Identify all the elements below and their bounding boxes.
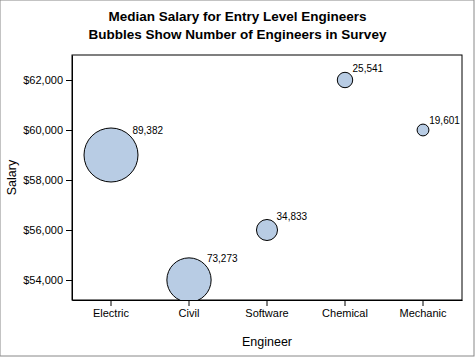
y-axis-title: Salary [5,159,19,195]
title: Median Salary for Entry Level Engineers [108,9,366,24]
y-tick-mark [66,280,72,281]
outer-border [0,0,474,356]
y-tick: $58,000 [23,174,72,186]
x-tick-label: Software [245,307,288,319]
y-tick: $54,000 [23,274,72,286]
x-axis: Electric Civil Software Chemical Mechanic [73,300,463,319]
x-tick-mark [267,300,268,306]
x-tick-mark [111,300,112,306]
y-tick: $62,000 [23,74,72,86]
x-tick-label: Civil [179,307,200,319]
chart: Median Salary for Entry Level Engineers B… [0,0,475,357]
x-tick-mark [423,300,424,306]
y-tick-label: $56,000 [23,224,63,236]
y-tick-label: $62,000 [23,74,63,86]
y-tick-mark [66,130,72,131]
x-tick-mark [345,300,346,306]
y-tick-mark [66,80,72,81]
y-axis: $54,000 $56,000 $58,000 $60,000 $62,000 [23,56,72,301]
bubble [417,124,429,136]
y-tick-label: $58,000 [23,174,63,186]
x-tick-label: Mechanic [399,307,447,319]
bubble-label: 19,601 [429,115,460,126]
y-tick-label: $54,000 [23,274,63,286]
x-tick: Electric [93,300,130,319]
x-axis-title: Engineer [242,335,292,349]
bubble-label: 73,273 [207,253,238,264]
y-tick-mark [66,180,72,181]
x-tick: Mechanic [399,300,447,319]
y-axis-line [72,56,73,301]
bubble [84,128,138,182]
y-tick-mark [66,230,72,231]
x-tick-label: Electric [93,307,130,319]
plot: $54,000 $56,000 $58,000 $60,000 $62,000 Elect… [23,55,462,319]
bubble-label: 89,382 [132,125,163,136]
x-tick: Chemical [322,300,368,319]
bubbles [84,72,429,300]
bubble-labels: 89,382 73,273 34,833 25,541 19,601 [132,63,460,264]
x-tick-mark [189,300,190,306]
bubble-label: 34,833 [277,211,308,222]
bubble [256,219,277,240]
y-tick: $56,000 [23,224,72,236]
title: Bubbles Show Number of Engineers in Surv… [89,27,387,42]
plot-frame [72,55,462,300]
x-tick-label: Chemical [322,307,368,319]
bubble-label: 25,541 [353,63,384,74]
y-tick: $60,000 [23,124,72,136]
x-tick: Software [245,300,288,319]
x-tick: Civil [179,300,200,319]
y-tick-label: $60,000 [23,124,63,136]
bubble [337,72,352,87]
bubble [167,258,211,300]
